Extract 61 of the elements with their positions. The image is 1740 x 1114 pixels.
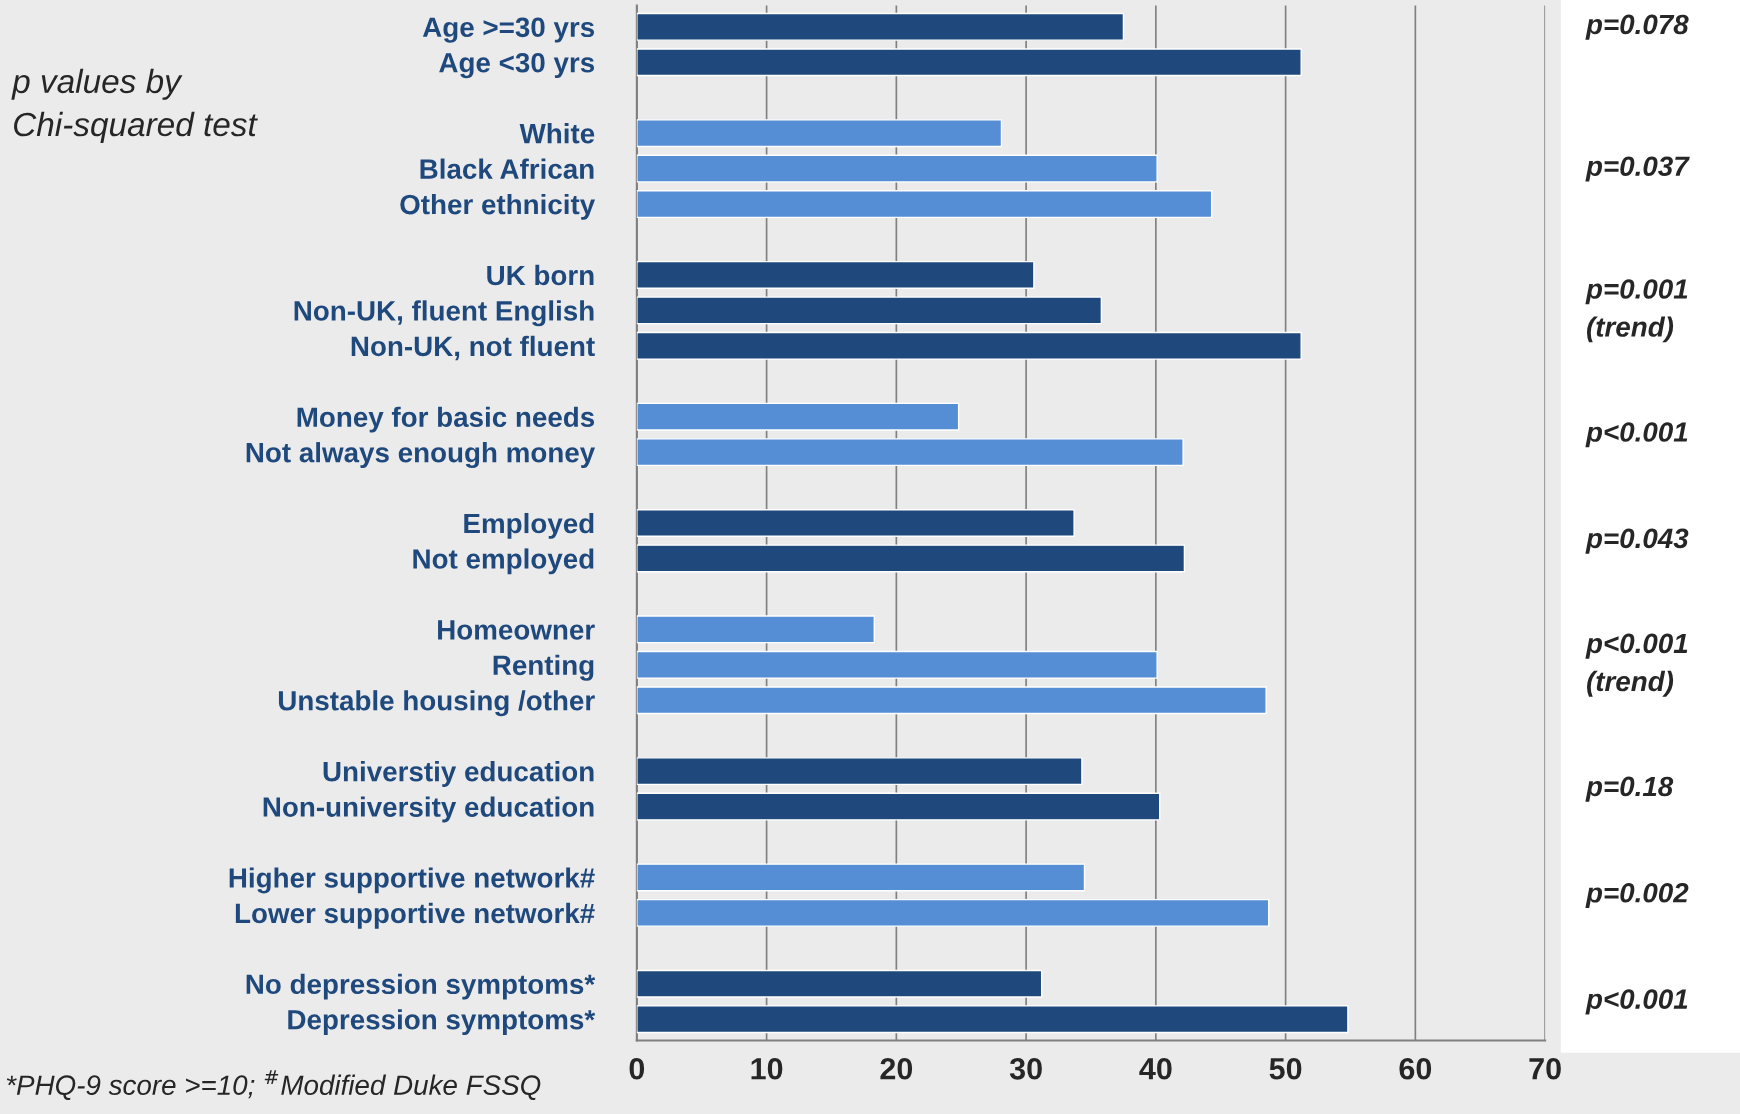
bar [636, 1005, 1349, 1034]
bar [636, 438, 1184, 467]
y-tick-label: No depression symptoms* [246, 973, 596, 1000]
text: p=0.043 [1585, 528, 1689, 554]
y-tick-label: Unstable housing /other [278, 690, 595, 717]
text: p values by Chi-squared test [11, 68, 258, 143]
text: p=0.001 (trend) [1585, 279, 1688, 343]
text: p=0.002 [1585, 882, 1689, 909]
y-tick-label: Black African [420, 158, 594, 179]
y-tick-label: White [519, 123, 595, 144]
bar [636, 757, 1083, 786]
y-tick-label: Non-UK, not fluent [351, 335, 595, 361]
text: p<0.001 (trend) [1585, 633, 1688, 697]
bar [636, 190, 1213, 219]
y-tick-label: Age >=30 yrs [422, 17, 595, 43]
y-tick-label: Higher supportive network# [229, 867, 595, 894]
y-tick-label: Money for basic needs [297, 406, 595, 433]
y-tick-label: UK born [487, 264, 594, 286]
bar [636, 154, 1158, 183]
x-tick-label: 30 [1009, 1057, 1042, 1080]
text: p<0.001 [1585, 989, 1688, 1015]
text: p=0.037 [1585, 156, 1690, 182]
text: p<0.001 [1585, 422, 1688, 448]
x-tick-label: 40 [1139, 1057, 1172, 1080]
bar [636, 296, 1103, 325]
y-tick-label: Renting [493, 654, 594, 681]
y-tick-label: Age <30 yrs [439, 52, 595, 79]
bar [636, 863, 1086, 892]
x-tick-label: 70 [1529, 1057, 1561, 1080]
x-tick-label: 10 [751, 1057, 783, 1080]
x-tick-label: 20 [880, 1057, 913, 1080]
bar [636, 509, 1075, 538]
y-tick-label: Homeowner [438, 620, 595, 640]
x-tick-label: 50 [1269, 1057, 1302, 1080]
bar [636, 402, 960, 431]
y-tick-label: Employed [464, 512, 594, 539]
y-tick-label: Other ethnicity [400, 193, 596, 220]
bar [636, 48, 1302, 77]
bar [636, 12, 1125, 41]
y-tick-label: Not always enough money [246, 442, 596, 469]
x-tick-label: 60 [1399, 1057, 1432, 1080]
bar [636, 260, 1035, 289]
y-tick-label: Depression symptoms* [288, 1009, 596, 1036]
bar [636, 898, 1270, 927]
y-tick-label: Non-UK, fluent English [294, 300, 594, 327]
y-tick-label: Non-university education [263, 796, 594, 823]
bar [636, 615, 875, 644]
bar [636, 792, 1161, 821]
bar [636, 119, 1003, 148]
y-tick-label: Lower supportive network# [235, 902, 595, 929]
bar [636, 969, 1043, 998]
bar [636, 686, 1267, 715]
text: p=0.078 [1585, 14, 1689, 40]
bar [636, 650, 1158, 679]
bar [636, 544, 1186, 573]
y-tick-label: Universtiy education [323, 761, 594, 787]
bar [636, 331, 1302, 360]
y-tick-label: Not employed [413, 548, 594, 575]
text: *PHQ-9 score >=10; $^{#}$Modified Duke FSSQ [6, 1070, 541, 1100]
x-tick-label: 0 [629, 1057, 645, 1080]
text: p=0.18 [1585, 776, 1674, 802]
